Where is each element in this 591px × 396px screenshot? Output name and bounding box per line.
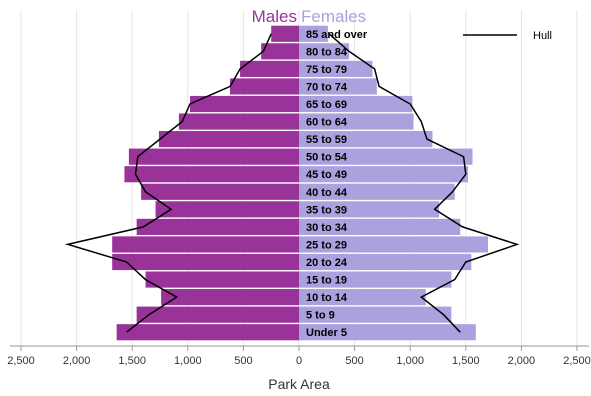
bar-females: [299, 131, 433, 148]
category-label: 15 to 19: [306, 275, 347, 287]
bar-males: [178, 113, 299, 130]
bar-males: [128, 148, 299, 165]
bar-females: [299, 43, 350, 60]
bar-males: [136, 306, 299, 323]
bar-layer: [112, 25, 489, 341]
bar-females: [299, 166, 469, 183]
bar-males: [190, 95, 299, 113]
bar-males: [158, 131, 299, 148]
hull-line-right: [328, 33, 520, 333]
x-tick-label: 1,500: [452, 355, 480, 367]
bar-females: [299, 113, 414, 130]
category-label-layer: 85 and over 80 to 84 75 to 79 70 to 74 65 to…: [306, 29, 368, 339]
bar-females: [299, 60, 373, 77]
x-tick-label: 2,000: [508, 355, 536, 367]
hull-line-left: [64, 33, 272, 333]
x-axis-label: Park Area: [268, 376, 330, 392]
bar-females: [299, 289, 426, 306]
bar-males: [141, 183, 299, 200]
x-tick-label: 2,500: [563, 355, 591, 367]
bar-males: [145, 271, 299, 288]
category-label: Under 5: [306, 327, 347, 339]
x-tick-label: 2,500: [7, 355, 35, 367]
bar-females: [299, 271, 452, 288]
legend-hull-label: Hull: [533, 30, 552, 42]
x-tick-label: 0: [296, 355, 302, 367]
category-label: 60 to 64: [306, 117, 348, 129]
category-label: 70 to 74: [306, 81, 348, 93]
bar-females: [299, 236, 489, 253]
x-axis: 2,500 2,000 1,500 1,000 500 0 500 1,000 1,500 2,0…: [7, 345, 591, 367]
bar-males: [230, 78, 299, 95]
bar-females: [299, 78, 377, 95]
x-tick-label: 2,000: [63, 355, 91, 367]
category-label: 80 to 84: [306, 46, 348, 58]
bar-males: [240, 60, 299, 77]
bar-females: [299, 218, 461, 235]
bar-females: [299, 25, 328, 42]
bar-females: [299, 95, 413, 113]
category-label: 10 to 14: [306, 292, 348, 304]
bar-males: [112, 253, 300, 271]
bar-females: [299, 183, 455, 200]
bar-females: [299, 306, 452, 323]
bar-males: [116, 324, 299, 341]
category-label: 25 to 29: [306, 239, 347, 251]
bar-males: [161, 289, 299, 306]
bar-females: [299, 253, 472, 271]
chart-title: Males Females: [252, 7, 367, 26]
x-tick-label: 1,500: [118, 355, 146, 367]
bar-females: [299, 201, 440, 218]
category-label: 20 to 24: [306, 257, 348, 269]
bar-males: [136, 218, 299, 235]
category-label: 5 to 9: [306, 310, 335, 322]
category-label: 65 to 69: [306, 99, 347, 111]
hull-line-layer: [64, 33, 520, 333]
bar-females: [299, 148, 473, 165]
bar-males: [261, 43, 299, 60]
category-label: 30 to 34: [306, 222, 348, 234]
title-males: Males: [252, 7, 297, 26]
x-tick-label: 1,000: [174, 355, 202, 367]
category-label: 75 to 79: [306, 64, 347, 76]
bar-males: [271, 25, 299, 42]
bar-males: [124, 166, 299, 183]
bar-males: [155, 201, 299, 218]
x-tick-label: 1,000: [396, 355, 424, 367]
category-label: 40 to 44: [306, 187, 348, 199]
legend: Hull: [463, 30, 552, 42]
category-label: 50 to 54: [306, 152, 348, 164]
category-label: 35 to 39: [306, 204, 347, 216]
category-label: 55 to 59: [306, 134, 347, 146]
title-females: Females: [301, 7, 366, 26]
category-label: 45 to 49: [306, 169, 347, 181]
x-tick-label: 500: [234, 355, 252, 367]
bar-females: [299, 324, 476, 341]
bar-males: [112, 236, 300, 253]
category-label: 85 and over: [306, 29, 368, 41]
x-tick-label: 500: [345, 355, 363, 367]
